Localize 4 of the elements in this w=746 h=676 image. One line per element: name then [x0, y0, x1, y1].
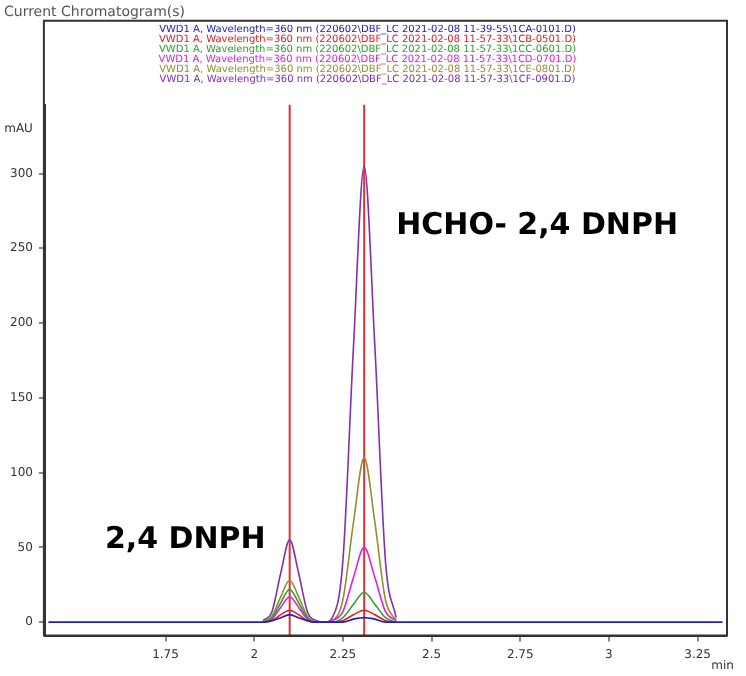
annotation: 2,4 DNPH: [104, 519, 266, 556]
line-series: [262, 165, 397, 623]
annotation: HCHO- 2,4 DNPH: [396, 205, 679, 242]
line-series: [262, 456, 397, 623]
